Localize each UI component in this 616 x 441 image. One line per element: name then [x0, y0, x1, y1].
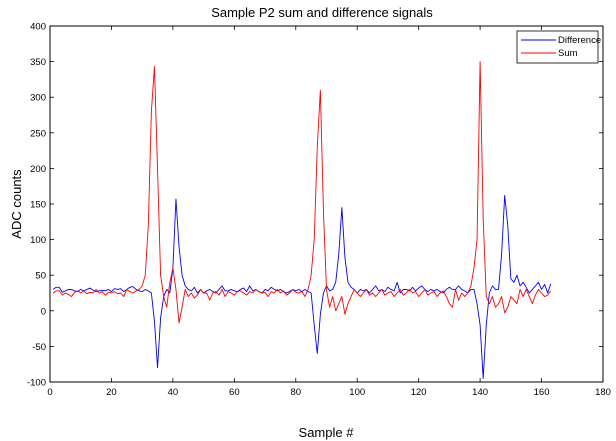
x-tick-label: 40: [168, 387, 179, 398]
x-tick-label: 100: [349, 387, 365, 398]
series-line-sum: [52, 61, 552, 324]
legend: Difference Sum: [516, 30, 601, 64]
x-tick-label: 60: [229, 387, 240, 398]
y-tick-label: 50: [35, 271, 46, 282]
series-group: [52, 61, 552, 379]
x-tick-label: 80: [290, 387, 301, 398]
y-tick-label: 0: [41, 306, 46, 317]
x-tick-label: 160: [534, 387, 550, 398]
x-tick-label: 0: [47, 387, 52, 398]
x-axis-title: Sample #: [299, 425, 355, 440]
axis-ticks: 0 20 40 60 80 100 120 140 160 180 -100 -50 0 50 100 150…: [27, 22, 611, 399]
y-tick-label: 250: [30, 128, 46, 139]
y-tick-label: 200: [30, 164, 46, 175]
legend-box: [516, 30, 599, 64]
x-tick-label: 140: [472, 387, 488, 398]
y-axis-title: ADC counts: [9, 169, 24, 239]
chart-title: Sample P2 sum and difference signals: [211, 5, 433, 20]
y-tick-label: -100: [27, 378, 46, 389]
y-tick-label: 300: [30, 93, 46, 104]
legend-label-sum: Sum: [558, 48, 578, 59]
x-tick-label: 20: [106, 387, 117, 398]
x-tick-label: 120: [411, 387, 427, 398]
y-tick-label: 400: [30, 22, 46, 33]
plot-frame: [49, 25, 604, 383]
y-tick-label: 150: [30, 200, 46, 211]
x-tick-label: 180: [595, 387, 611, 398]
y-tick-label: 100: [30, 235, 46, 246]
legend-label-difference: Difference: [558, 35, 601, 46]
y-tick-label: 350: [30, 57, 46, 68]
y-tick-label: -50: [32, 342, 46, 353]
